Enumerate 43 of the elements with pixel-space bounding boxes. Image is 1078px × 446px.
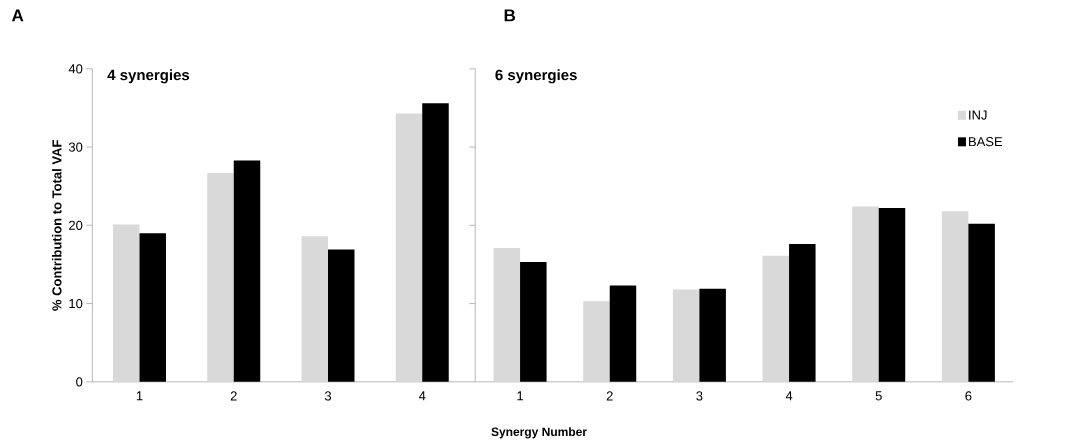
x-axis-title: Synergy Number: [491, 427, 587, 439]
y-tick-label: 40: [68, 64, 83, 74]
bar: [493, 248, 521, 382]
legend-label: BASE: [969, 137, 1003, 147]
x-tick-label: 5: [875, 391, 882, 401]
text: B: [504, 9, 516, 22]
bar: [609, 285, 637, 382]
y-tick-label: 10: [69, 298, 83, 309]
x-tick-label: 3: [324, 391, 332, 401]
x-tick-label: 1: [136, 391, 143, 401]
y-tick-label: 20: [69, 220, 83, 230]
x-tick-label: 4: [418, 391, 426, 401]
chart-title: 4 synergies: [107, 69, 190, 84]
bar: [207, 172, 234, 382]
bar: [672, 289, 700, 382]
bar: [583, 301, 610, 382]
bar: [852, 206, 879, 382]
bar: [878, 208, 906, 382]
bar: [789, 244, 816, 382]
y-axis-title: % Contribution to Total VAF: [51, 140, 62, 311]
x-tick-label: 4: [785, 391, 793, 401]
y-tick-label: 30: [68, 142, 83, 152]
chart-title: 6 synergies: [495, 69, 577, 84]
x-tick-label: 3: [696, 391, 703, 401]
bar: [233, 160, 261, 382]
bar: [968, 223, 995, 382]
bar: [395, 113, 423, 382]
bar: [941, 211, 969, 382]
x-tick-label: 1: [517, 391, 524, 401]
text: A: [11, 9, 24, 22]
bar: [520, 262, 547, 382]
legend-label: INJ: [969, 110, 987, 120]
y-tick-label: 0: [76, 377, 83, 387]
bar: [762, 255, 790, 382]
x-tick-label: 6: [965, 391, 972, 401]
bar: [113, 224, 140, 382]
x-tick-label: 2: [230, 391, 237, 401]
bar: [422, 103, 449, 382]
bar: [328, 249, 355, 382]
bar: [699, 288, 726, 382]
bar: [139, 233, 166, 382]
x-tick-label: 2: [606, 391, 613, 401]
bar: [301, 236, 328, 382]
